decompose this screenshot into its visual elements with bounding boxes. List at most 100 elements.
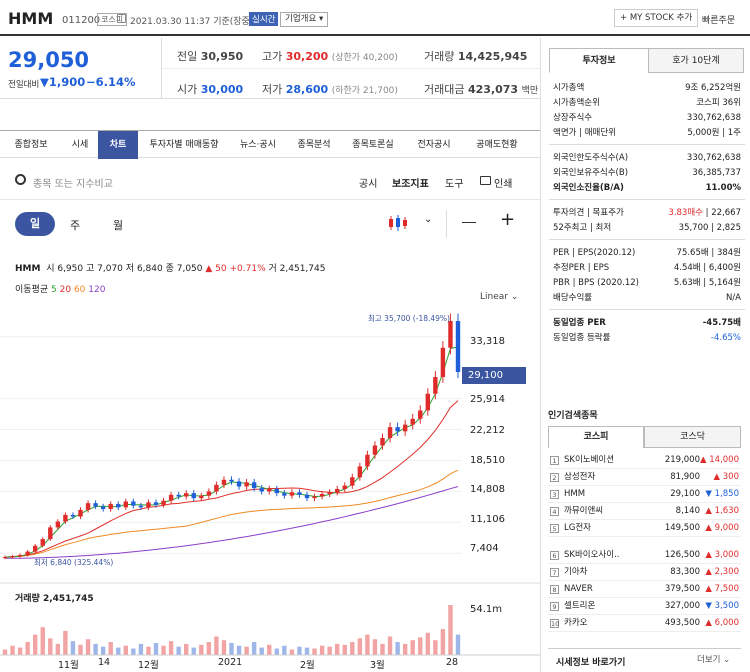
stock-name: 카카오 — [564, 618, 588, 628]
print-button[interactable]: 인쇄 — [494, 179, 513, 190]
volume: 거래량 14,425,945 — [424, 50, 528, 63]
info-key: 시가총액 — [553, 83, 585, 93]
candle — [2, 557, 8, 559]
quick-order-link[interactable]: 빠른주문 — [702, 16, 736, 26]
diff-label: 전일대비 — [8, 80, 40, 90]
rank-badge: 1 — [550, 456, 559, 465]
candle — [335, 488, 340, 493]
popular-item[interactable]: 1 SK이노베이션 219,000 ▲ 14,000 — [548, 452, 741, 469]
candle — [199, 495, 204, 499]
volume-bar — [342, 644, 347, 655]
info-value: -4.65% — [710, 333, 741, 343]
period-week-button[interactable]: 주 — [70, 219, 81, 232]
investment-panel: 투자정보 호가 10단계 시가총액 9조 6,252억원 시가총액순위 코스피 36위… — [540, 38, 750, 672]
volume-bar — [55, 643, 61, 655]
period-month-button[interactable]: 월 — [113, 219, 124, 232]
market-info-link[interactable]: 시세정보 바로가기 — [556, 658, 626, 668]
candle — [176, 494, 181, 497]
tools-button[interactable]: 도구 — [445, 179, 464, 190]
tab-kosdaq[interactable]: 코스닥 — [644, 426, 741, 448]
tab-short-selling[interactable]: 공매도현황 — [476, 140, 518, 150]
volume-bar — [274, 648, 279, 655]
compare-search-input[interactable]: 종목 또는 지수비교 — [33, 179, 113, 190]
candle — [206, 491, 212, 496]
candle — [146, 502, 151, 508]
scale-mode-select[interactable]: Linear ⌄ — [480, 292, 519, 302]
popular-item[interactable]: 2 삼성전자 81,900 ▲ 300 — [548, 469, 741, 486]
tab-quotes[interactable]: 시세 — [71, 140, 89, 150]
info-key: 외국인소진율(B/A) — [553, 183, 624, 193]
stock-change: ▼ 1,850 — [705, 489, 739, 499]
volume-bar — [10, 645, 15, 655]
indicator-button[interactable]: 보조지표 — [392, 179, 429, 190]
info-key: 52주최고 | 최저 — [553, 223, 612, 233]
tab-investors[interactable]: 투자자별 매매동향 — [149, 140, 219, 150]
min-price-annotation: 최저 6,840 (325.44%) — [34, 558, 114, 567]
chevron-down-icon[interactable]: ⌄ — [424, 214, 433, 225]
candle — [282, 493, 287, 496]
candle — [387, 427, 393, 439]
y-tick: 18,510 — [470, 455, 505, 466]
candle — [214, 484, 219, 492]
rank-badge: 2 — [550, 473, 559, 482]
period-day-button[interactable]: 일 — [15, 212, 55, 236]
info-row: 동일업종 PER -45.75배 — [553, 316, 741, 330]
opinion-value: 3.83매수 — [668, 208, 703, 218]
my-stock-button[interactable]: + MY STOCK 추가 — [614, 9, 699, 27]
x-tick: 3월 — [370, 660, 385, 671]
volume-bar — [221, 640, 227, 655]
stock-name: LG전자 — [564, 523, 591, 533]
zoom-in-icon[interactable]: + — [500, 209, 516, 230]
candle — [402, 424, 408, 432]
tab-news[interactable]: 뉴스·공시 — [240, 140, 276, 150]
stock-name: 까뮤이앤씨 — [564, 506, 604, 516]
stock-name: SK이노베이션 — [564, 455, 615, 465]
zoom-out-icon[interactable] — [462, 222, 476, 223]
more-link[interactable]: 더보기 ⌄ — [697, 655, 731, 665]
popular-item[interactable]: 3 HMM 29,100 ▼ 1,850 — [548, 486, 741, 503]
info-row: 추정PER | EPS 4.54배 | 6,400원 — [553, 261, 741, 275]
tab-disclosure[interactable]: 전자공시 — [417, 140, 451, 150]
stock-name: 기아차 — [564, 567, 588, 577]
candlestick-icon[interactable] — [388, 214, 408, 232]
volume-bar — [312, 648, 317, 655]
volume-bar — [168, 641, 174, 655]
volume-bar — [199, 644, 204, 655]
candle — [304, 494, 310, 499]
tab-discussion[interactable]: 종목토론실 — [352, 140, 394, 150]
ohlc-legend: HMM 시 6,950 고 7,070 저 6,840 종 7,050 ▲ 50… — [15, 264, 326, 274]
tab-investment-info[interactable]: 투자정보 — [549, 48, 649, 73]
tab-analysis[interactable]: 종목분석 — [297, 140, 331, 150]
popular-item[interactable]: 9 셀트리온 327,000 ▼ 3,500 — [548, 598, 741, 615]
tab-orderbook[interactable]: 호가 10단계 — [648, 48, 744, 73]
info-row: 외국인소진율(B/A) 11.00% — [553, 181, 741, 195]
candle — [153, 502, 159, 505]
popular-item[interactable]: 10 카카오 493,500 ▲ 6,000 — [548, 615, 741, 632]
popular-item[interactable]: 6 SK바이오사이.. 126,500 ▲ 3,000 — [548, 547, 741, 564]
info-row: 52주최고 | 최저 35,700 | 2,825 — [553, 221, 741, 235]
volume-bar — [244, 646, 249, 655]
price-chart[interactable] — [0, 300, 540, 672]
company-info-button[interactable]: 기업개요 ▾ — [280, 12, 329, 27]
info-key: 외국인한도주식수(A) — [553, 153, 629, 163]
popular-item[interactable]: 8 NAVER 379,500 ▲ 7,500 — [548, 581, 741, 598]
tab-overview[interactable]: 종합정보 — [14, 140, 48, 150]
info-row: 외국인한도주식수(A) 330,762,638 — [553, 151, 741, 165]
volume-bar — [357, 638, 363, 655]
quote-datetime: 2021.03.30 11:37 기준(장중) — [130, 17, 254, 27]
popular-item[interactable]: 5 LG전자 149,500 ▲ 9,000 — [548, 520, 741, 537]
popular-item[interactable]: 4 까뮤이앤씨 8,140 ▲ 1,630 — [548, 503, 741, 520]
ma60-line — [4, 469, 459, 558]
tab-kospi[interactable]: 코스피 — [548, 426, 644, 448]
realtime-badge[interactable]: 실시간 — [249, 12, 279, 26]
info-key: 동일업종 PER — [553, 318, 606, 328]
volume-bar — [63, 630, 68, 655]
volume-bar — [191, 647, 196, 655]
info-value: -45.75배 — [702, 318, 741, 328]
popular-item[interactable]: 7 기아차 83,300 ▲ 2,300 — [548, 564, 741, 581]
volume-bar — [365, 634, 370, 655]
disclosure-button[interactable]: 공시 — [359, 179, 378, 190]
search-icon[interactable] — [15, 174, 26, 185]
tab-chart[interactable]: 차트 — [98, 131, 138, 159]
info-value: 330,762,638 — [686, 153, 741, 163]
